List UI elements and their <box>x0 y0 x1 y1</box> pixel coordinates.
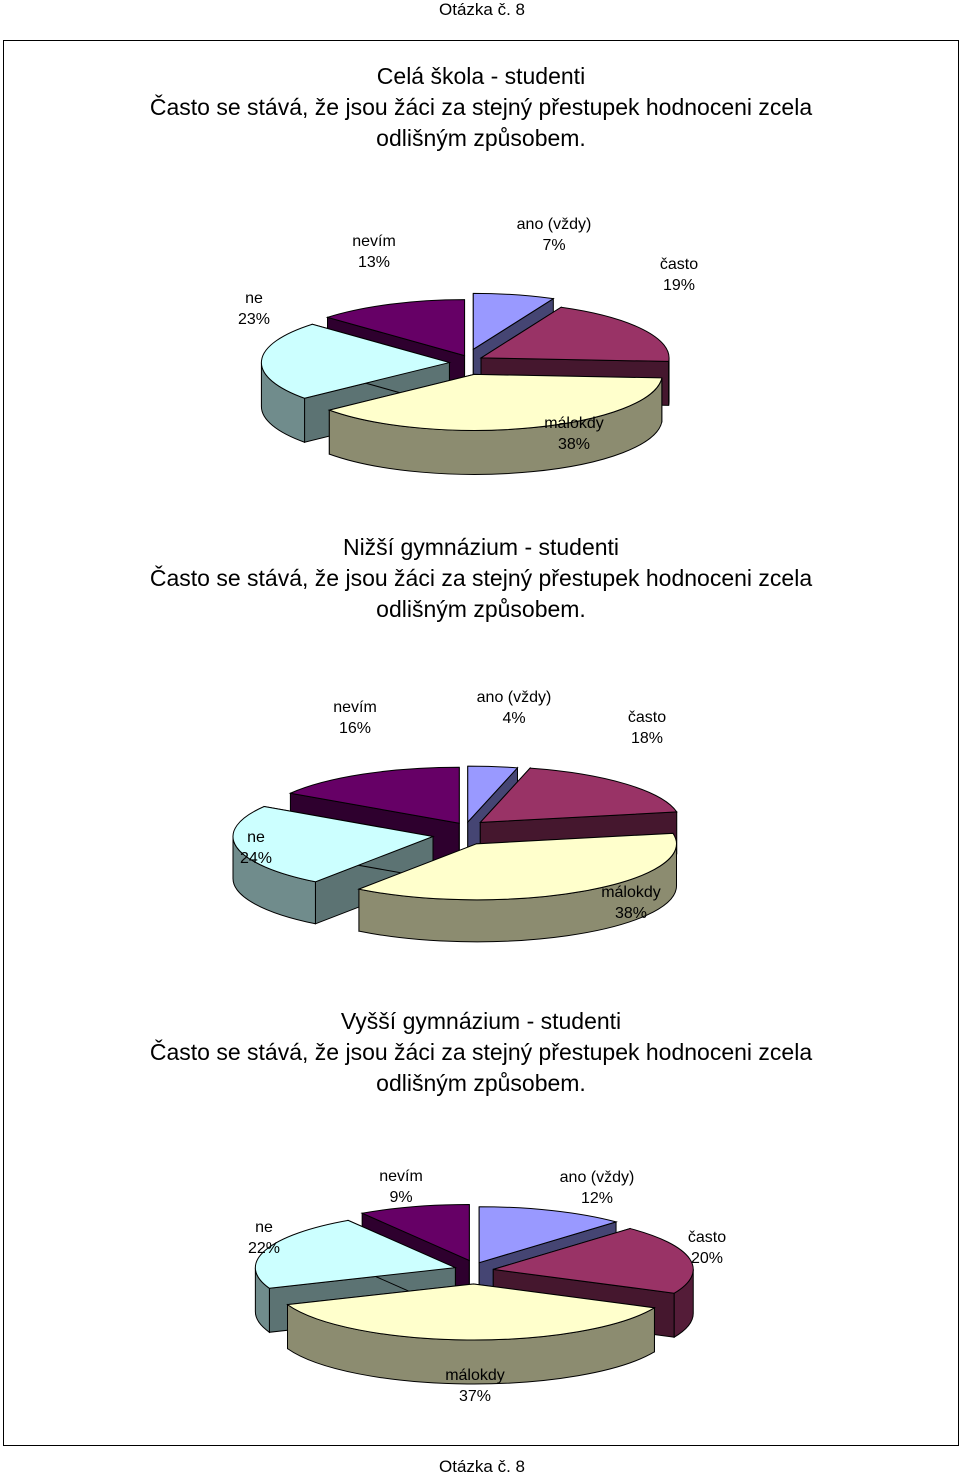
slice-percent-malokdy: 37% <box>459 1388 491 1405</box>
chart-panel-cela-skola: Celá škola - studenti Často se stává, že… <box>3 40 959 512</box>
slice-label-ano-vzdy: ano (vždy) <box>517 216 592 233</box>
slice-label-malokdy: málokdy <box>445 1367 505 1384</box>
slice-label-nevim: nevím <box>352 233 396 250</box>
slice-percent-ano-vzdy: 12% <box>581 1190 613 1207</box>
slice-label-ano-vzdy: ano (vždy) <box>477 689 552 706</box>
slice-percent-nevim: 13% <box>358 254 390 271</box>
slice-percent-ano-vzdy: 4% <box>502 710 525 727</box>
slice-label-malokdy: málokdy <box>544 415 604 432</box>
slice-percent-malokdy: 38% <box>558 436 590 453</box>
pie-chart-cela-skola: ano (vždy) 7% často 19% málokdy 38% ne 23% nevím… <box>4 41 958 511</box>
slice-percent-ano-vzdy: 7% <box>542 237 565 254</box>
slice-percent-casto: 18% <box>631 730 663 747</box>
slice-percent-casto: 20% <box>691 1250 723 1267</box>
slice-percent-nevim: 16% <box>339 720 371 737</box>
chart-panel-nizsi-gymnazium: Nižší gymnázium - studenti Často se stáv… <box>3 510 959 985</box>
slice-label-ne: ne <box>247 829 265 846</box>
slice-label-ne: ne <box>255 1219 273 1236</box>
slice-percent-ne: 22% <box>248 1240 280 1257</box>
slice-label-casto: často <box>628 709 666 726</box>
slice-label-ne: ne <box>245 290 263 307</box>
page-footer: Otázka č. 8 <box>0 1457 960 1477</box>
slice-percent-nevim: 9% <box>389 1189 412 1206</box>
slice-percent-ne: 23% <box>238 311 270 328</box>
slice-label-casto: často <box>660 256 698 273</box>
slice-percent-malokdy: 38% <box>615 905 647 922</box>
pie-chart-nizsi-gymnazium: ano (vždy) 4% často 18% málokdy 38% ne 24% nevím… <box>4 510 958 984</box>
slice-label-nevim: nevím <box>333 699 377 716</box>
slice-label-nevim: nevím <box>379 1168 423 1185</box>
slice-label-casto: často <box>688 1229 726 1246</box>
slice-label-malokdy: málokdy <box>601 884 661 901</box>
chart-panel-vyssi-gymnazium: Vyšší gymnázium - studenti Často se stáv… <box>3 984 959 1446</box>
slice-percent-casto: 19% <box>663 277 695 294</box>
pie-chart-vyssi-gymnazium: ano (vždy) 12% často 20% málokdy 37% ne 22% neví… <box>4 984 958 1445</box>
page-header: Otázka č. 8 <box>0 0 960 20</box>
slice-label-ano-vzdy: ano (vždy) <box>560 1169 635 1186</box>
slice-percent-ne: 24% <box>240 850 272 867</box>
